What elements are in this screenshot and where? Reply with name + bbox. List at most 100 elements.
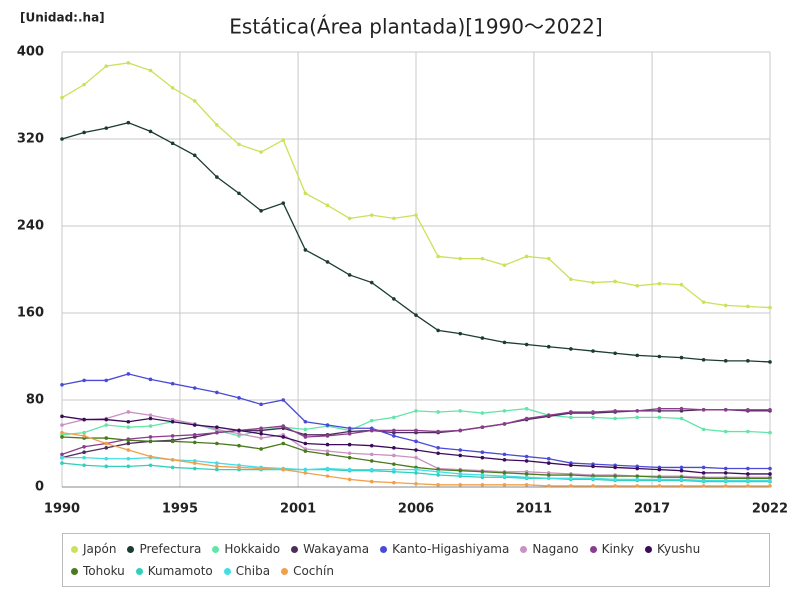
data-point bbox=[126, 441, 131, 446]
data-point bbox=[436, 469, 440, 474]
data-point bbox=[524, 459, 529, 463]
data-point bbox=[82, 455, 86, 460]
data-point bbox=[768, 472, 772, 476]
data-point bbox=[192, 153, 197, 158]
legend-item: Prefectura bbox=[127, 540, 201, 558]
data-point bbox=[746, 472, 750, 476]
data-point bbox=[237, 428, 241, 433]
data-point bbox=[436, 254, 440, 259]
data-point bbox=[635, 474, 640, 478]
data-point bbox=[502, 452, 507, 457]
data-point bbox=[347, 273, 352, 277]
data-point bbox=[458, 256, 463, 261]
data-point bbox=[679, 282, 684, 287]
data-point bbox=[369, 452, 374, 457]
data-point bbox=[546, 461, 551, 465]
data-point bbox=[192, 99, 197, 103]
data-point bbox=[613, 477, 617, 482]
data-point bbox=[701, 471, 706, 475]
data-point bbox=[281, 138, 286, 142]
data-point bbox=[237, 465, 241, 470]
data-point bbox=[170, 86, 175, 90]
data-point bbox=[613, 409, 617, 413]
data-point bbox=[215, 461, 219, 465]
data-point bbox=[325, 260, 330, 264]
data-point bbox=[701, 484, 706, 488]
data-point bbox=[104, 423, 109, 427]
data-point bbox=[458, 428, 463, 433]
data-point bbox=[768, 484, 772, 488]
data-point bbox=[170, 434, 175, 438]
data-point bbox=[303, 419, 308, 424]
data-point bbox=[768, 360, 772, 364]
legend-swatch bbox=[71, 567, 78, 575]
x-tick-label: 1995 bbox=[162, 502, 198, 517]
data-point bbox=[392, 216, 396, 221]
data-point bbox=[369, 479, 374, 484]
data-point bbox=[82, 378, 86, 383]
data-point bbox=[60, 435, 64, 439]
data-point bbox=[303, 441, 308, 446]
x-tick-label: 2017 bbox=[634, 502, 670, 517]
data-point bbox=[392, 428, 396, 433]
data-point bbox=[613, 416, 617, 421]
data-point bbox=[768, 466, 772, 471]
data-point bbox=[369, 459, 374, 463]
data-point bbox=[237, 142, 241, 147]
data-point bbox=[723, 466, 728, 471]
data-point bbox=[392, 297, 396, 301]
chart-title: Estática(Área plantada)[1990〜2022] bbox=[229, 15, 602, 39]
data-point bbox=[657, 484, 662, 488]
data-point bbox=[392, 480, 396, 485]
data-point bbox=[60, 423, 64, 427]
data-point bbox=[82, 430, 86, 435]
data-point bbox=[458, 483, 463, 487]
data-point bbox=[546, 413, 551, 418]
legend-swatch bbox=[127, 545, 135, 553]
data-point bbox=[369, 467, 374, 472]
data-point bbox=[436, 446, 440, 450]
data-point bbox=[569, 347, 573, 351]
legend-item: Hokkaido bbox=[212, 540, 280, 558]
data-point bbox=[613, 474, 617, 478]
data-point bbox=[325, 452, 330, 457]
y-tick-label: 320 bbox=[17, 132, 44, 147]
data-point bbox=[259, 447, 263, 451]
data-point bbox=[613, 279, 617, 284]
data-point bbox=[148, 129, 153, 134]
data-point bbox=[657, 477, 662, 482]
data-point bbox=[104, 446, 109, 450]
x-tick-label: 2022 bbox=[752, 502, 788, 517]
data-point bbox=[126, 372, 131, 376]
data-point bbox=[480, 256, 485, 261]
data-point bbox=[701, 407, 706, 412]
data-point bbox=[458, 331, 463, 336]
data-point bbox=[746, 359, 750, 363]
legend-label: Chiba bbox=[235, 564, 271, 578]
data-point bbox=[502, 474, 507, 478]
data-point bbox=[126, 425, 131, 429]
data-point bbox=[347, 455, 352, 460]
data-point bbox=[126, 464, 131, 469]
data-point bbox=[414, 428, 418, 433]
data-point bbox=[701, 357, 706, 362]
y-tick-label: 240 bbox=[17, 219, 44, 234]
data-point bbox=[325, 442, 330, 447]
data-point bbox=[502, 409, 507, 413]
data-point bbox=[480, 336, 485, 340]
data-point bbox=[60, 95, 64, 100]
data-point bbox=[657, 281, 662, 286]
data-point bbox=[414, 409, 418, 413]
y-tick-label: 0 bbox=[35, 480, 44, 495]
data-point bbox=[746, 429, 750, 434]
x-tick-label: 2011 bbox=[516, 502, 552, 517]
data-point bbox=[701, 427, 706, 432]
data-point bbox=[259, 150, 263, 154]
data-point bbox=[148, 439, 153, 444]
legend-item: Nagano bbox=[520, 540, 579, 558]
data-point bbox=[524, 416, 529, 421]
data-point bbox=[303, 471, 308, 475]
data-point bbox=[392, 467, 396, 472]
data-point bbox=[347, 467, 352, 472]
data-point bbox=[591, 464, 595, 469]
